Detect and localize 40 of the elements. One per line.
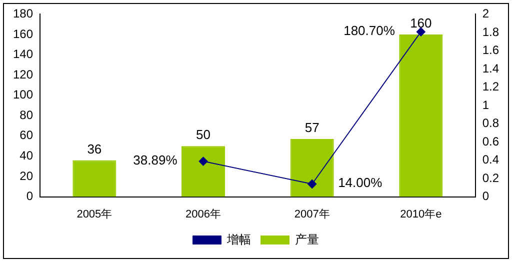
data-label: 57 <box>304 120 320 136</box>
legend-label: 产量 <box>295 232 319 246</box>
y2-tick-label: 1.6 <box>482 43 500 58</box>
data-label: 50 <box>196 127 210 142</box>
y-tick-label: 40 <box>20 148 34 163</box>
x-tick-label: 2006年 <box>186 208 221 220</box>
data-label: 180.70% <box>344 22 396 38</box>
y2-tick-label: 0.2 <box>482 170 500 185</box>
point <box>308 180 317 189</box>
y2-tick-label: 0.8 <box>482 116 500 130</box>
bar <box>399 34 443 197</box>
data-label: 160 <box>410 16 432 31</box>
y-tick-label: 0 <box>26 189 34 204</box>
y2-tick-label: 2 <box>482 6 490 21</box>
y-tick-label: 60 <box>20 128 34 142</box>
legend-label: 增幅 <box>226 232 251 246</box>
y2-tick-label: 0.6 <box>482 134 500 148</box>
y2-tick-label: 1.2 <box>482 80 500 94</box>
data-label: 36 <box>87 141 102 156</box>
y-tick-label: 180 <box>12 6 34 21</box>
data-label: 38.89% <box>133 152 178 168</box>
bar <box>181 146 226 197</box>
bar <box>290 138 334 197</box>
bar <box>72 160 116 197</box>
y-tick-label: 80 <box>20 108 34 122</box>
y2-tick-label: 1.8 <box>482 24 500 39</box>
y2-tick-label: 0 <box>482 189 490 204</box>
y-tick-label: 140 <box>12 47 34 62</box>
y2-tick-label: 1.4 <box>482 61 500 76</box>
point <box>198 156 208 166</box>
x-tick-label: 2007年 <box>294 208 330 220</box>
y2-tick-label: 0.4 <box>482 152 500 167</box>
x-tick-label: 2010年e <box>400 208 442 220</box>
y-tick-label: 160 <box>12 26 34 41</box>
y-tick-label: 20 <box>20 168 34 183</box>
y-tick-label: 120 <box>12 67 34 82</box>
y2-tick-label: 1 <box>482 98 490 112</box>
data-label: 14.00% <box>338 175 383 190</box>
y-tick-label: 100 <box>12 88 34 102</box>
x-tick-label: 2005年 <box>76 208 112 220</box>
